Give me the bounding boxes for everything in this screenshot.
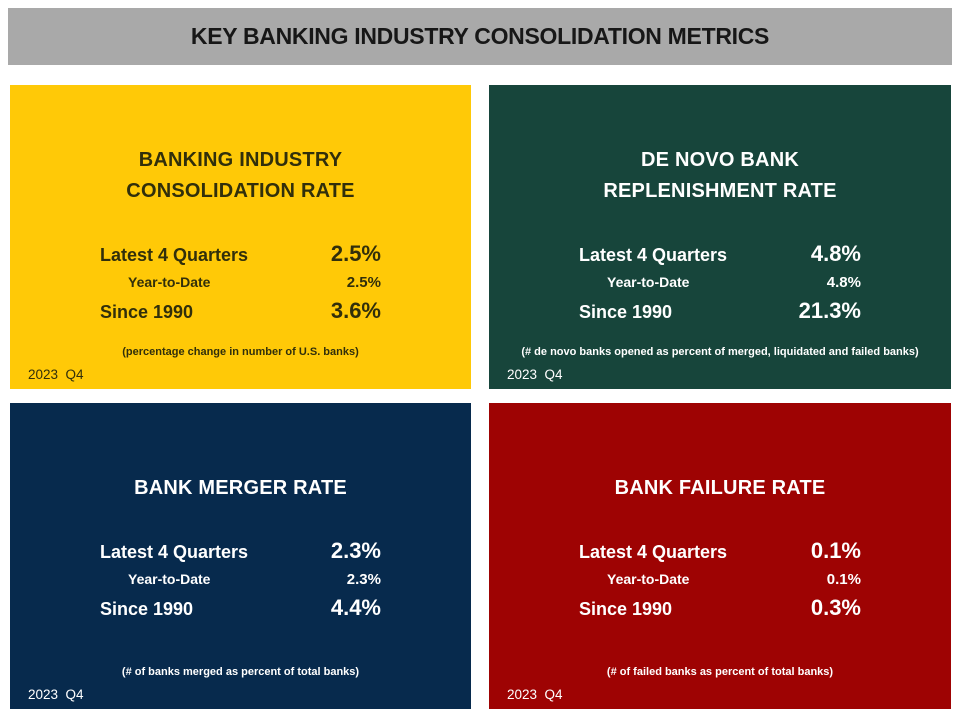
metrics-rows: Latest 4 Quarters 2.5% Year-to-Date 2.5%…	[10, 241, 471, 324]
metric-label: Year-to-Date	[607, 274, 690, 290]
metric-label: Since 1990	[579, 302, 673, 322]
metric-label: Since 1990	[579, 599, 673, 619]
metric-row-latest-4-quarters: Latest 4 Quarters 2.5%	[100, 241, 381, 267]
metric-row-latest-4-quarters: Latest 4 Quarters 2.3%	[100, 538, 381, 564]
panel-title-line: BANK FAILURE RATE	[614, 477, 826, 499]
metric-label: Year-to-Date	[128, 571, 211, 587]
metric-value: 2.5%	[330, 241, 381, 266]
metric-row-year-to-date: Year-to-Date 4.8%	[579, 274, 861, 291]
metric-value: 4.8%	[826, 274, 861, 291]
panel-de-novo-bank-replenishment-rate: DE NOVO BANK REPLENISHMENT RATE Latest 4 …	[489, 85, 951, 389]
panel-footnote: (percentage change in number of U.S. ban…	[122, 346, 359, 358]
metrics-rows: Latest 4 Quarters 2.3% Year-to-Date 2.3%…	[10, 538, 471, 621]
panel-footnote: (# of failed banks as percent of total b…	[606, 666, 834, 678]
panel-title-line: DE NOVO BANK	[641, 149, 799, 171]
page-title: KEY BANKING INDUSTRY CONSOLIDATION METRI…	[190, 23, 770, 49]
metric-row-latest-4-quarters: Latest 4 Quarters 4.8%	[579, 241, 861, 267]
panel-title-line: CONSOLIDATION RATE	[126, 180, 355, 202]
panel-footnote: (# de novo banks opened as percent of me…	[521, 346, 919, 358]
panel-footnote: (# of banks merged as percent of total b…	[121, 666, 360, 678]
metric-value: 21.3%	[798, 298, 861, 323]
metric-label: Year-to-Date	[607, 571, 690, 587]
panel-bank-merger-rate: BANK MERGER RATE Latest 4 Quarters 2.3% …	[10, 403, 471, 709]
metric-label: Since 1990	[100, 302, 194, 322]
period-label: 2023 Q4	[28, 687, 84, 702]
period-label: 2023 Q4	[507, 367, 563, 382]
metric-row-since-1990: Since 1990 4.4%	[100, 595, 381, 621]
period-label: 2023 Q4	[507, 687, 563, 702]
metric-value: 2.5%	[346, 274, 381, 291]
panel-title-line: BANK MERGER RATE	[134, 477, 347, 499]
slide-header: KEY BANKING INDUSTRY CONSOLIDATION METRI…	[8, 8, 952, 65]
period-label: 2023 Q4	[28, 367, 84, 382]
panel-title: DE NOVO BANK REPLENISHMENT RATE	[489, 145, 951, 207]
panel-title: BANKING INDUSTRY CONSOLIDATION RATE	[10, 145, 471, 207]
metric-label: Since 1990	[100, 599, 194, 619]
metrics-grid: BANKING INDUSTRY CONSOLIDATION RATE Lates…	[10, 85, 951, 709]
metric-value: 2.3%	[330, 538, 381, 563]
metric-row-since-1990: Since 1990 3.6%	[100, 298, 381, 324]
metric-row-since-1990: Since 1990 0.3%	[579, 595, 861, 621]
metric-value: 0.3%	[810, 595, 861, 620]
metric-row-year-to-date: Year-to-Date 0.1%	[579, 571, 861, 588]
metric-label: Latest 4 Quarters	[100, 245, 249, 265]
panel-title-line: REPLENISHMENT RATE	[603, 180, 837, 202]
metric-row-since-1990: Since 1990 21.3%	[579, 298, 861, 324]
panel-title-line: BANKING INDUSTRY	[138, 149, 343, 171]
panel-bank-failure-rate: BANK FAILURE RATE Latest 4 Quarters 0.1%…	[489, 403, 951, 709]
metric-value: 3.6%	[330, 298, 381, 323]
metric-label: Latest 4 Quarters	[579, 542, 728, 562]
metric-row-year-to-date: Year-to-Date 2.3%	[100, 571, 381, 588]
metric-label: Latest 4 Quarters	[579, 245, 728, 265]
metrics-rows: Latest 4 Quarters 4.8% Year-to-Date 4.8%…	[489, 241, 951, 324]
panel-title: BANK MERGER RATE	[10, 473, 471, 504]
metric-row-latest-4-quarters: Latest 4 Quarters 0.1%	[579, 538, 861, 564]
metric-label: Year-to-Date	[128, 274, 211, 290]
metric-value: 2.3%	[346, 571, 381, 588]
metric-label: Latest 4 Quarters	[100, 542, 249, 562]
metric-value: 4.8%	[810, 241, 861, 266]
metric-value: 0.1%	[826, 571, 861, 588]
metric-value: 4.4%	[330, 595, 381, 620]
metric-value: 0.1%	[810, 538, 861, 563]
metric-row-year-to-date: Year-to-Date 2.5%	[100, 274, 381, 291]
metrics-rows: Latest 4 Quarters 0.1% Year-to-Date 0.1%…	[489, 538, 951, 621]
panel-banking-industry-consolidation-rate: BANKING INDUSTRY CONSOLIDATION RATE Lates…	[10, 85, 471, 389]
panel-title: BANK FAILURE RATE	[489, 473, 951, 504]
